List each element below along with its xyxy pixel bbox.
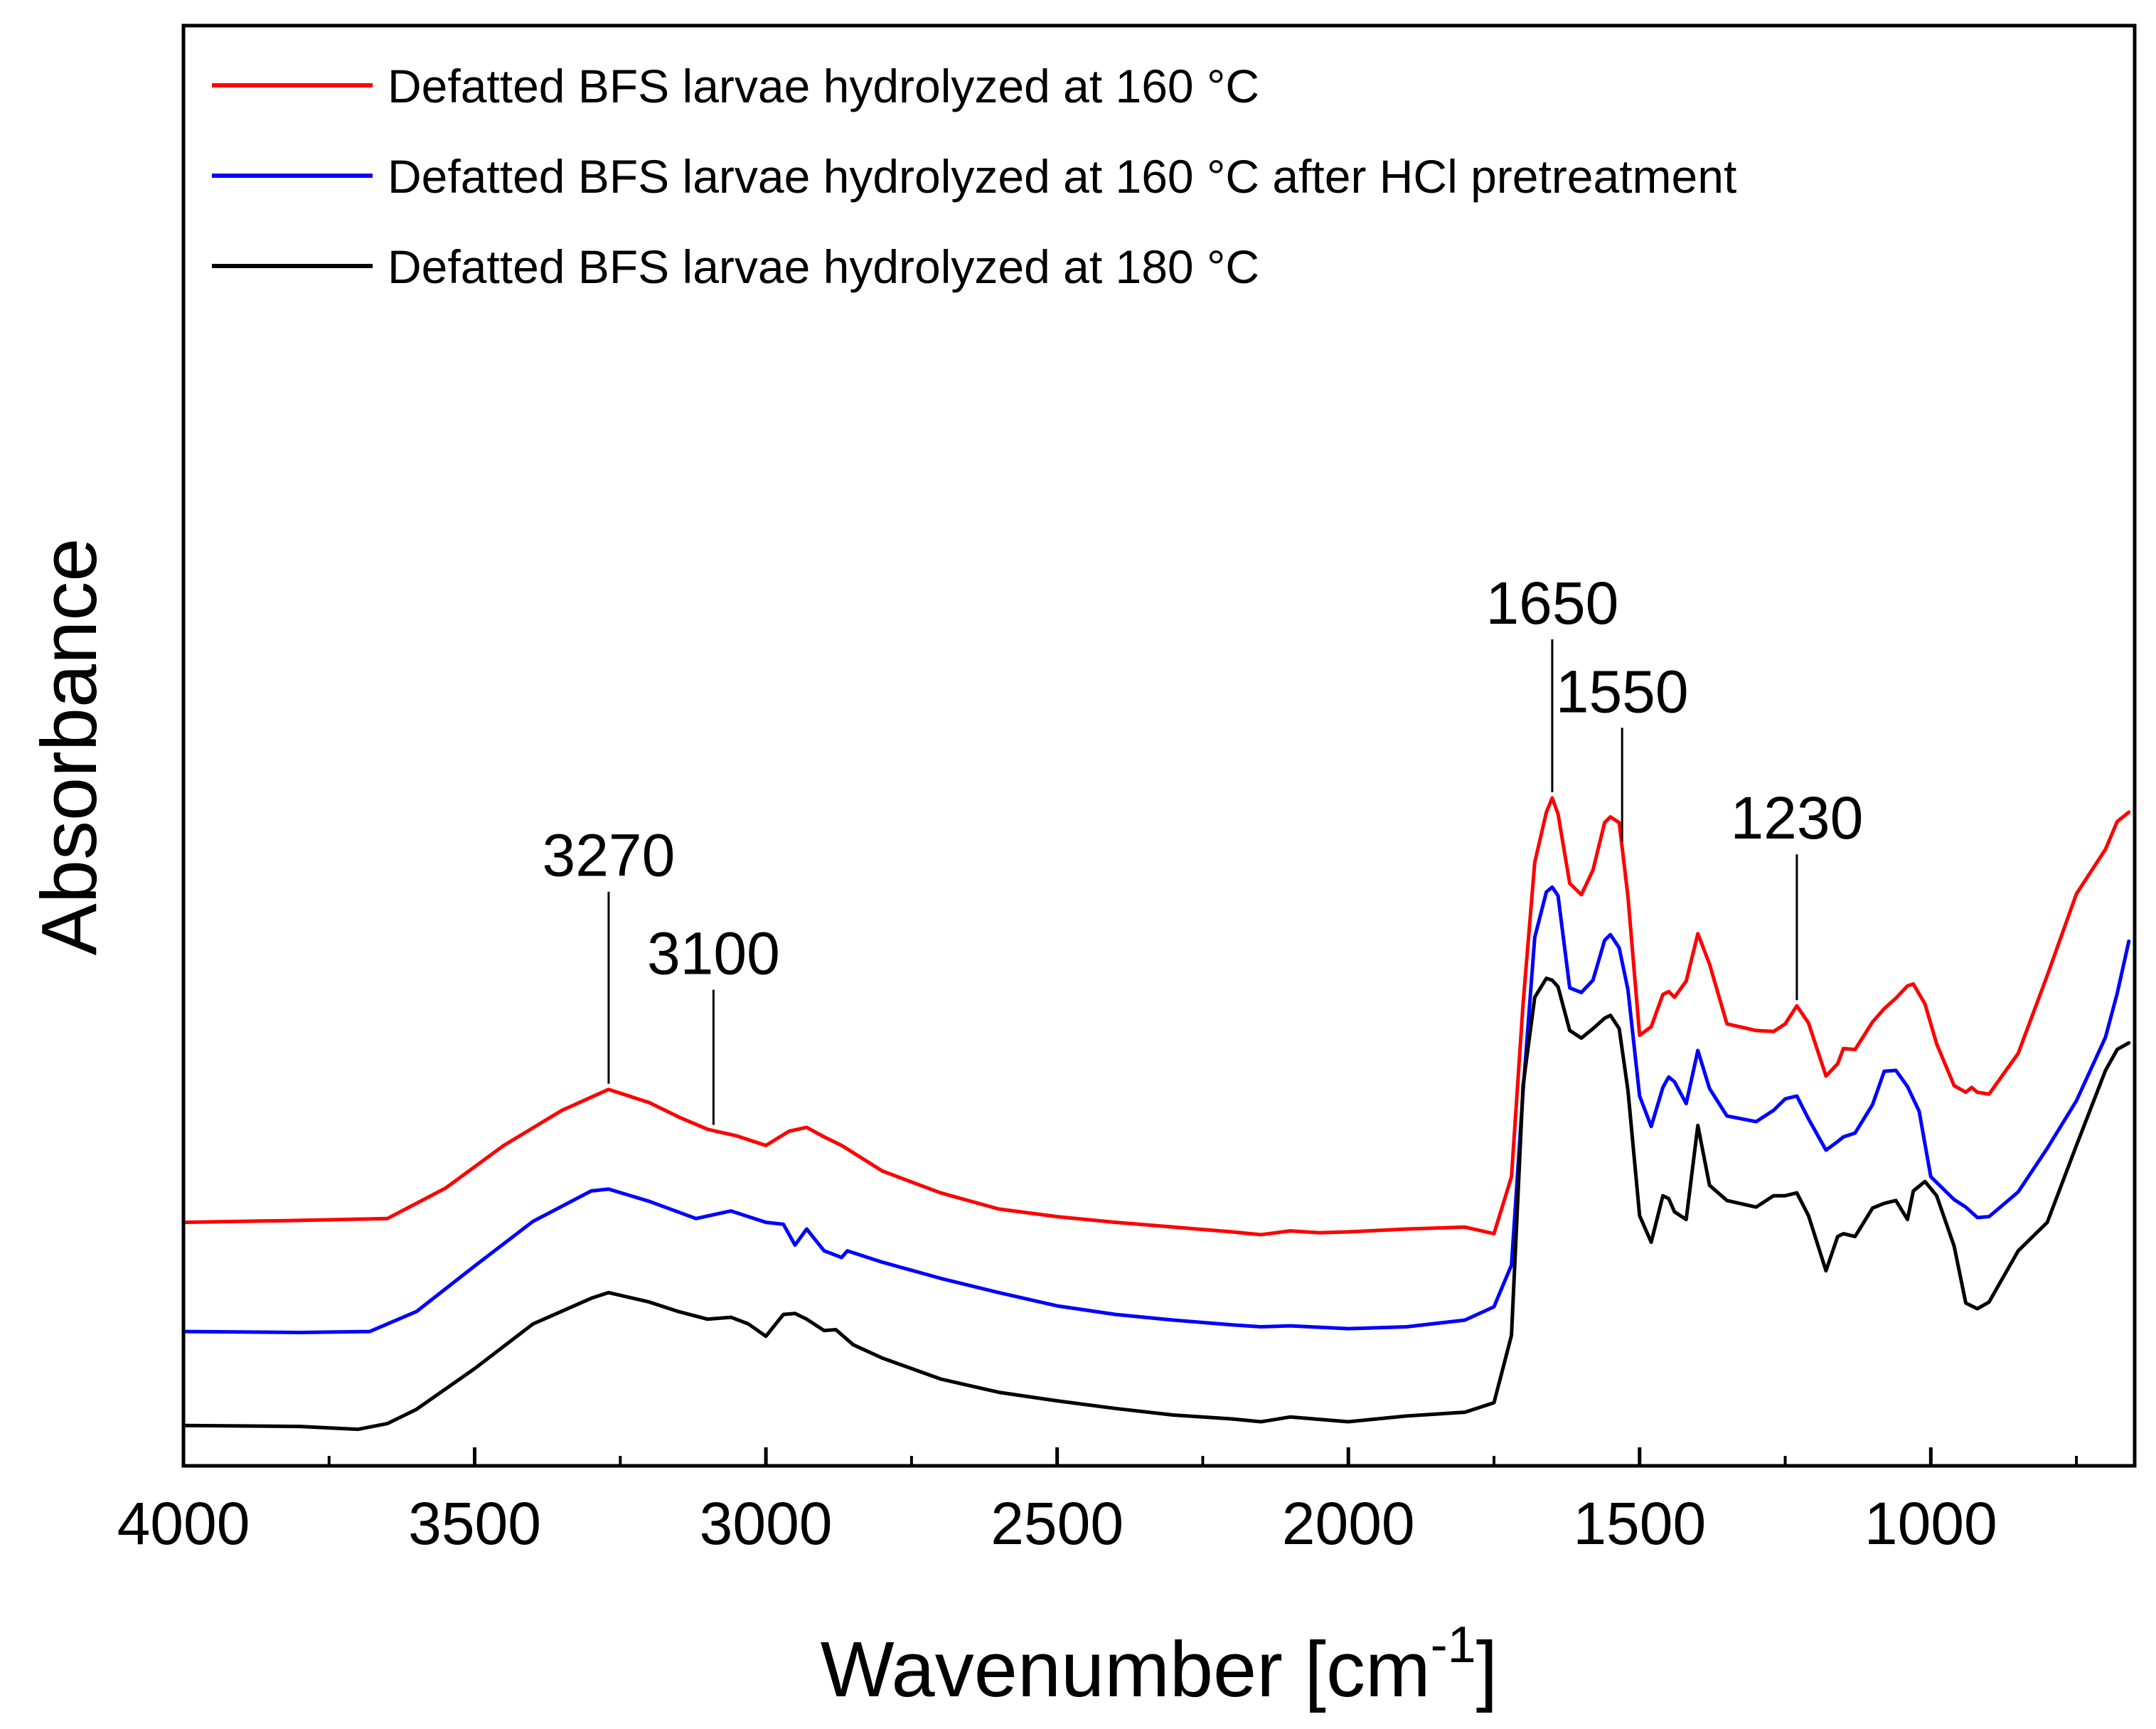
legend-label-1: Defatted BFS larvae hydrolyzed at 160 °C [388,60,1259,112]
x-axis-title-main: Wavenumber [cm [821,1626,1431,1713]
annotation-label-1230: 1230 [1730,784,1863,851]
x-tick-label: 2500 [991,1490,1124,1557]
x-axis-title: Wavenumber [cm-1] [821,1617,1498,1713]
x-tick-label: 3000 [700,1490,833,1557]
annotation-label-3100: 3100 [647,920,780,987]
plot-frame [181,23,2137,1468]
series-line-3 [181,977,2131,1432]
annotation-label-1550: 1550 [1556,658,1689,725]
x-tick-label: 1500 [1573,1490,1706,1557]
series-line-2 [181,885,2131,1334]
legend: Defatted BFS larvae hydrolyzed at 160 °C… [212,60,1736,293]
y-axis-title: Absorbance [26,538,113,955]
x-axis-title-close: ] [1476,1626,1498,1713]
annotation-layer: 3270 3100 1650 1550 1230 [543,570,1863,1125]
series-layer [181,796,2131,1432]
x-axis-title-superscript: -1 [1431,1617,1476,1674]
x-axis-ticks: 4000 3500 3000 2500 2000 1500 1000 [117,1447,2078,1557]
x-tick-label: 1000 [1864,1490,1997,1557]
x-tick-label: 4000 [117,1490,250,1557]
annotation-label-1650: 1650 [1485,570,1618,637]
legend-label-3: Defatted BFS larvae hydrolyzed at 180 °C [388,240,1259,293]
series-line-1 [181,796,2131,1237]
legend-label-2: Defatted BFS larvae hydrolyzed at 160 °C… [388,150,1736,203]
x-tick-label: 3500 [408,1490,541,1557]
x-tick-label: 2000 [1282,1490,1415,1557]
annotation-label-3270: 3270 [543,822,676,889]
